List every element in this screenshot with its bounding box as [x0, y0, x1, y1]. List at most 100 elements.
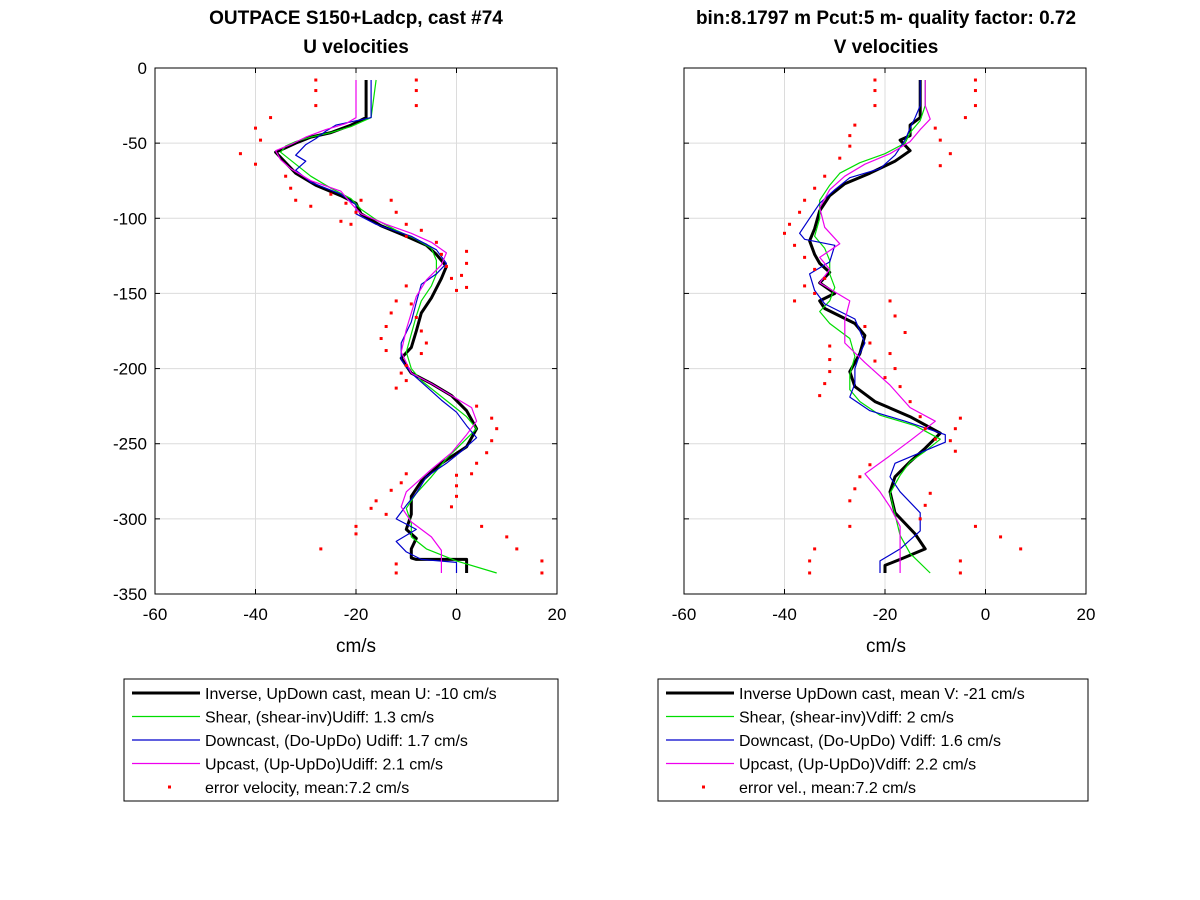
v-error-point: [853, 123, 857, 127]
u-error-point: [480, 524, 484, 528]
v-error-point: [803, 284, 807, 288]
v-legend-label-downcast: Downcast, (Do-UpDo) Vdiff: 1.6 cm/s: [739, 733, 1001, 750]
u-legend: Inverse, UpDown cast, mean U: -10 cm/s Sh…: [123, 678, 559, 802]
v-legend-label-error: error vel., mean:7.2 cm/s: [739, 780, 916, 797]
v-error-point: [948, 152, 952, 156]
v-error-point: [868, 463, 872, 467]
v-error-point: [873, 359, 877, 363]
u-legend-label-inverse: Inverse, UpDown cast, mean U: -10 cm/s: [205, 686, 497, 703]
u-x-tick-label: -40: [243, 605, 268, 624]
u-error-point: [475, 404, 479, 408]
v-error-point: [918, 517, 922, 521]
v-error-point: [888, 299, 892, 303]
u-error-point: [460, 273, 464, 277]
u-error-point: [384, 349, 388, 353]
v-error-point: [923, 427, 927, 431]
v-error-point: [828, 370, 832, 374]
u-error-point: [314, 78, 318, 82]
u-error-point: [449, 505, 453, 509]
u-error-point: [344, 201, 348, 205]
u-error-point: [439, 252, 443, 256]
v-error-point: [818, 394, 822, 398]
v-error-point: [813, 547, 817, 551]
u-x-tick-label: -60: [143, 605, 168, 624]
u-error-point: [359, 198, 363, 202]
u-error-point: [389, 488, 393, 492]
u-error-point: [404, 222, 408, 226]
u-x-axis-label: cm/s: [336, 636, 376, 657]
v-error-point: [933, 126, 937, 130]
v-error-point: [873, 78, 877, 82]
u-y-tick-label: -50: [122, 134, 147, 153]
u-error-point: [475, 461, 479, 465]
v-error-point: [908, 400, 912, 404]
u-error-point: [354, 532, 358, 536]
u-error-point: [394, 299, 398, 303]
v-error-point: [938, 138, 942, 142]
v-error-point: [803, 255, 807, 259]
v-error-point: [928, 491, 932, 495]
u-error-point: [314, 89, 318, 93]
u-legend-label-upcast: Upcast, (Up-UpDo)Udiff: 2.1 cm/s: [205, 757, 443, 774]
u-y-tick-label: -200: [113, 360, 147, 379]
v-inverse-line: [808, 80, 942, 573]
u-error-point: [339, 219, 343, 223]
u-error-point: [409, 302, 413, 306]
u-error-point: [404, 234, 408, 238]
u-error-point: [289, 186, 293, 190]
v-error-point: [793, 299, 797, 303]
v-legend-label-inverse: Inverse UpDown cast, mean V: -21 cm/s: [739, 686, 1025, 703]
v-x-tick-label: -60: [672, 605, 697, 624]
u-error-point: [434, 240, 438, 244]
u-upcast-line: [275, 80, 478, 573]
u-error-point: [394, 571, 398, 575]
u-y-tick-label: -350: [113, 585, 147, 604]
v-x-tick-label: -40: [772, 605, 797, 624]
u-error-point: [465, 249, 469, 253]
v-error-point: [863, 324, 867, 328]
v-legend-label-shear: Shear, (shear-inv)Vdiff: 2 cm/s: [739, 710, 954, 727]
v-error-point: [963, 116, 967, 120]
u-inverse-line: [274, 80, 479, 573]
v-legend-label-upcast: Upcast, (Up-UpDo)Vdiff: 2.2 cm/s: [739, 757, 976, 774]
u-error-point: [294, 198, 298, 202]
u-error-point: [399, 481, 403, 485]
v-error-point: [823, 174, 827, 178]
u-error-point: [455, 473, 458, 477]
v-x-axis-label: cm/s: [866, 636, 906, 657]
u-x-tick-label: -20: [344, 605, 369, 624]
v-error-point: [803, 198, 807, 202]
v-error-point: [793, 243, 797, 247]
u-error-point: [404, 472, 408, 476]
v-error-point: [813, 267, 817, 271]
v-x-tick-label: -20: [873, 605, 898, 624]
u-error-point: [414, 104, 418, 108]
v-error-point: [1019, 547, 1023, 551]
u-error-point: [540, 559, 544, 563]
u-error-point: [449, 276, 453, 280]
v-error-point: [933, 437, 937, 441]
v-error-point: [883, 376, 887, 380]
v-error-point: [958, 416, 962, 420]
u-velocity-plot: -60 -40 -20 0 200-50-100-150-200-250-300-350: [113, 59, 566, 624]
v-error-point: [783, 231, 786, 235]
v-upcast-line: [819, 80, 936, 573]
u-x-tick-label: 0: [452, 605, 461, 624]
v-error-point: [813, 291, 817, 295]
v-downcast-line: [798, 80, 946, 573]
v-error-point: [788, 222, 792, 226]
u-error-point: [424, 341, 428, 345]
u-error-point: [495, 427, 499, 431]
u-error-point: [369, 506, 373, 510]
u-error-point: [354, 524, 358, 528]
u-error-point: [259, 138, 263, 142]
left-title-line1: OUTPACE S150+Ladcp, cast #74: [209, 8, 503, 29]
u-error-point: [419, 329, 423, 333]
u-error-point: [444, 264, 448, 268]
u-error-point: [404, 284, 408, 288]
u-error-point: [394, 386, 398, 390]
u-error-point: [254, 126, 257, 130]
v-error-point: [973, 104, 977, 108]
u-error-point: [404, 364, 408, 368]
v-legend: Inverse UpDown cast, mean V: -21 cm/s She…: [657, 678, 1089, 802]
